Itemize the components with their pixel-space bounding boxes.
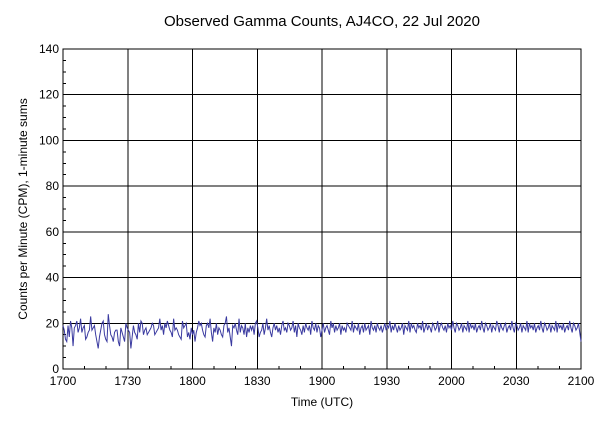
y-tick-label: 100 [39, 133, 59, 147]
y-tick-label: 20 [46, 316, 60, 330]
x-tick-label: 1900 [309, 374, 336, 388]
x-tick-label: 1930 [373, 374, 400, 388]
x-tick-label: 1830 [244, 374, 271, 388]
y-tick-label: 60 [46, 225, 60, 239]
x-tick-label: 1730 [114, 374, 141, 388]
x-tick-label: 2030 [503, 374, 530, 388]
x-tick-labels: 1700 1730 1800 1830 1900 1930 2000 2030 2100 [50, 374, 595, 388]
y-tick-label: 140 [39, 42, 59, 56]
x-tick-label: 1800 [179, 374, 206, 388]
x-tick-label: 2100 [568, 374, 595, 388]
grid-lines [63, 49, 581, 369]
y-tick-label: 120 [39, 88, 59, 102]
y-tick-label: 0 [52, 362, 59, 376]
x-tick-label: 2000 [438, 374, 465, 388]
y-axis-label: Counts per Minute (CPM), 1-minute sums [16, 98, 30, 319]
x-tick-label: 1700 [50, 374, 77, 388]
y-tick-label: 80 [46, 179, 60, 193]
chart-title: Observed Gamma Counts, AJ4CO, 22 Jul 202… [164, 13, 480, 30]
series-line-gamma-counts [62, 314, 582, 349]
minor-ticks [62, 48, 582, 370]
y-tick-label: 40 [46, 271, 60, 285]
x-axis-label: Time (UTC) [291, 395, 353, 409]
y-tick-labels: 0 20 40 60 80 100 120 140 [39, 42, 59, 376]
